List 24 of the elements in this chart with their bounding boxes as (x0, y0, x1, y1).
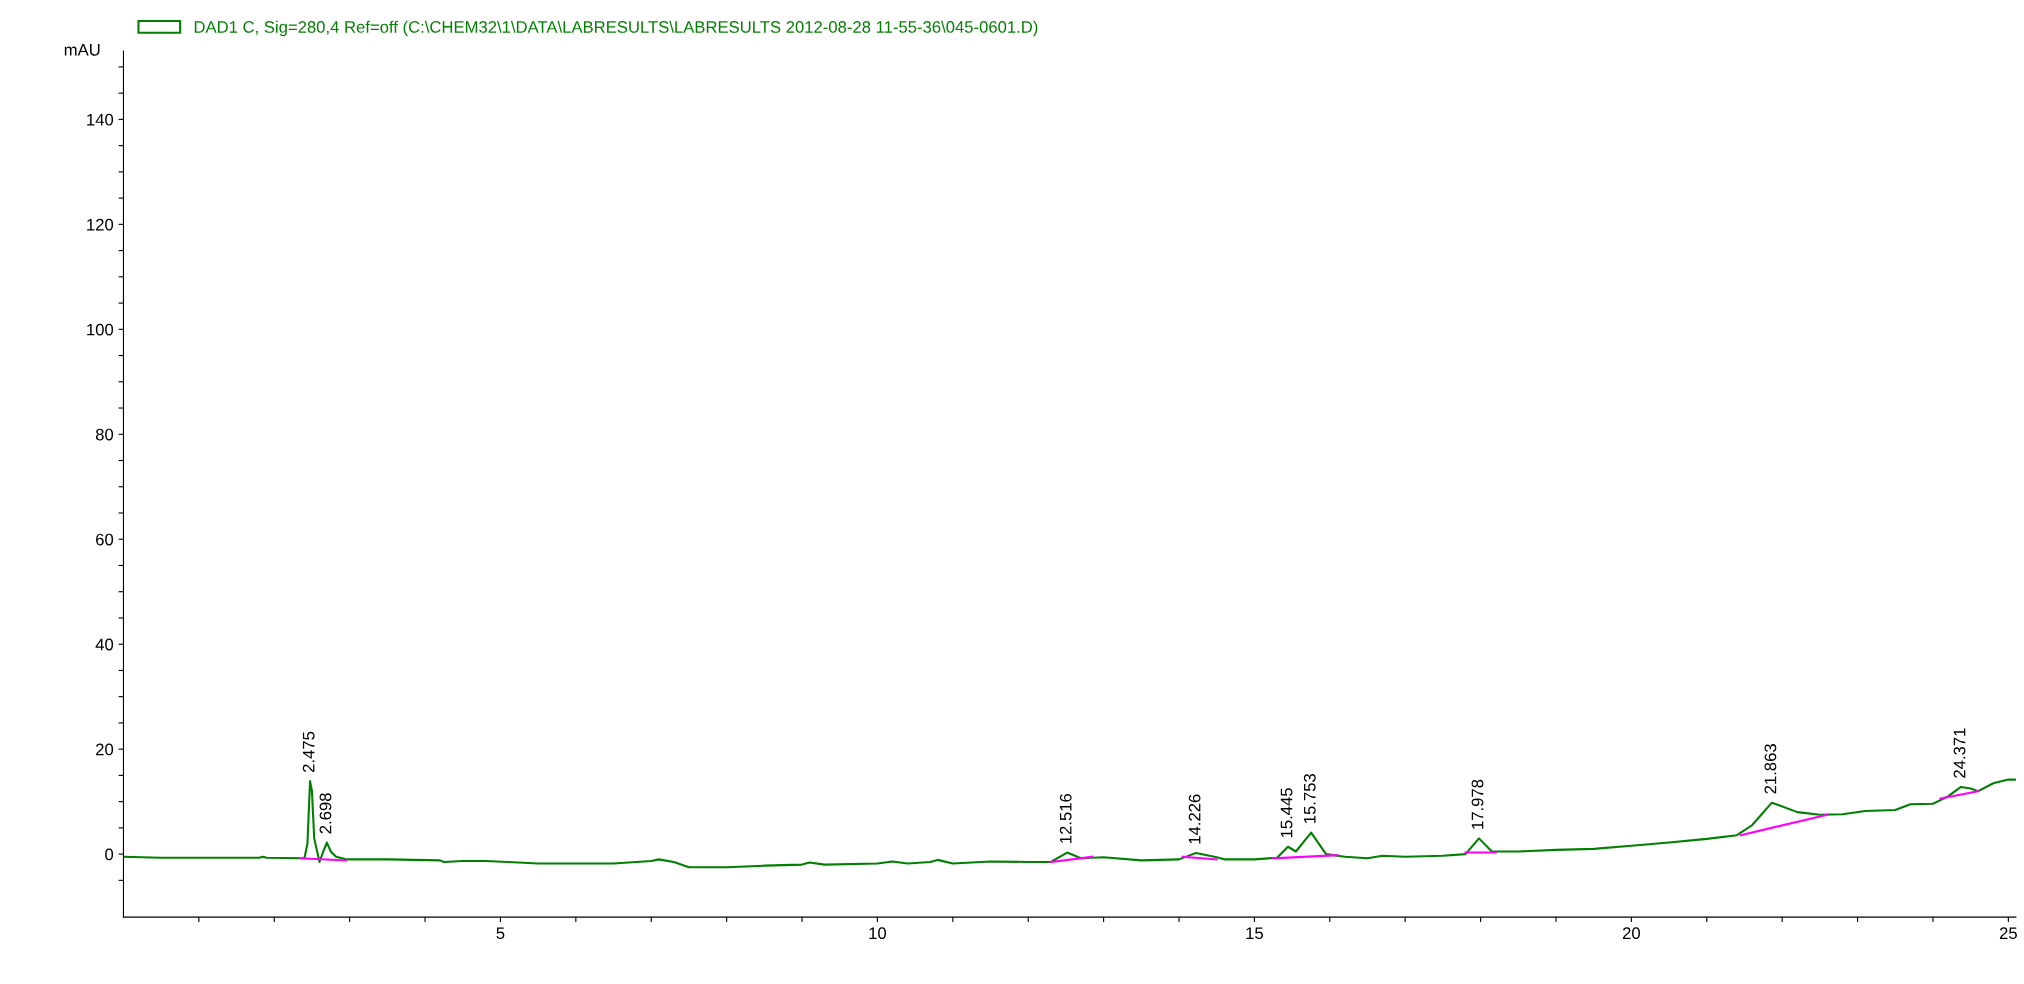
y-tick-label: 20 (96, 743, 114, 756)
y-tick-label: 120 (87, 218, 114, 231)
annotation: 21.863 (1764, 744, 1777, 794)
y-tick-label: 100 (87, 323, 114, 336)
legend-label: DAD1 C, Sig=280,4 Ref=off (C:\CHEM32\1\DATA\LABRESULTS\LABRESULTS 2012-08-28 11-55-36\045-0601.D) (194, 20, 1038, 37)
annotation: 24.371 (1953, 728, 1966, 778)
x-tick-label: 5 (496, 927, 505, 940)
x-tick-label: 10 (869, 927, 887, 940)
y-tick-label: 60 (96, 533, 114, 546)
annotation: 12.516 (1059, 793, 1072, 843)
x-tick-label: 20 (1622, 927, 1640, 940)
x-tick-label: 15 (1246, 927, 1263, 940)
y-tick-label: 0 (105, 848, 114, 861)
annotation: 14.226 (1188, 794, 1201, 844)
annotation: 2.475 (302, 731, 315, 772)
x-tick-label: 25 (1999, 927, 2017, 940)
annotation: 15.445 (1280, 788, 1293, 838)
annotation: 2.698 (319, 793, 332, 834)
y-axis-title: mAU (64, 44, 100, 56)
y-tick-label: 80 (95, 428, 114, 441)
annotation: 17.978 (1471, 779, 1484, 829)
y-tick-label: 40 (95, 638, 114, 651)
y-tick-label: 140 (87, 113, 114, 126)
annotation: 15.753 (1303, 774, 1316, 823)
